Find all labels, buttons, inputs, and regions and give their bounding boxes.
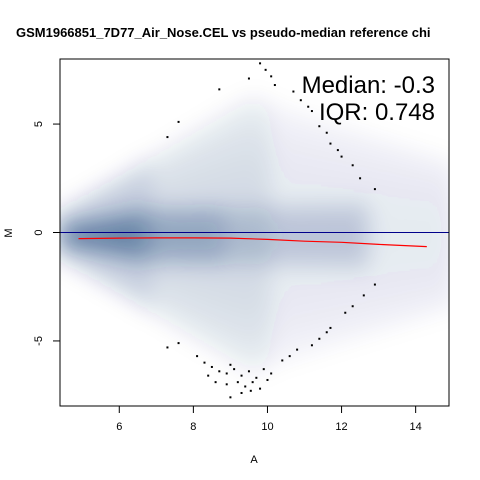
outlier-point: [325, 131, 328, 134]
outlier-point: [225, 383, 228, 386]
outlier-point: [249, 389, 252, 392]
outlier-point: [240, 374, 243, 377]
outlier-point: [270, 372, 273, 375]
loess-curve: [78, 237, 427, 248]
outlier-point: [273, 84, 276, 87]
outlier-point: [296, 348, 299, 351]
x-axis-label: A: [250, 454, 258, 466]
outlier-point: [244, 385, 247, 388]
outlier-point: [351, 164, 354, 167]
outlier-point: [329, 142, 332, 145]
outlier-point: [225, 372, 228, 375]
outlier-point: [262, 368, 265, 371]
outlier-point: [373, 283, 376, 286]
outlier-point: [236, 381, 239, 384]
outlier-point: [310, 344, 313, 347]
iqr-annotation: IQR: 0.748: [319, 99, 435, 126]
x-tick-label: 10: [261, 421, 273, 433]
reference-lines: [60, 232, 449, 248]
outlier-point: [214, 381, 217, 384]
outlier-point: [247, 77, 250, 80]
outlier-point: [292, 90, 295, 93]
x-axis: 6 8 10 12 14: [116, 406, 422, 433]
outlier-point: [362, 294, 365, 297]
y-axis-label: M: [3, 228, 15, 237]
outlier-point: [270, 75, 273, 78]
x-tick-label: 14: [410, 421, 422, 433]
outlier-point: [329, 326, 332, 329]
y-tick-label: 5: [33, 121, 45, 127]
x-tick-label: 8: [190, 421, 196, 433]
outlier-point: [196, 355, 199, 358]
outlier-point: [229, 363, 232, 366]
y-tick-label: 0: [33, 229, 45, 235]
y-axis: -5 0 5: [33, 121, 60, 346]
outlier-point: [259, 62, 262, 65]
chart-title: GSM1966851_7D77_Air_Nose.CEL vs pseudo-m…: [16, 25, 431, 40]
outlier-point: [344, 311, 347, 314]
outlier-point: [218, 370, 221, 373]
outlier-point: [307, 105, 310, 108]
outlier-point: [210, 365, 213, 368]
outlier-point: [318, 125, 321, 128]
outlier-point: [177, 342, 180, 345]
outlier-point: [281, 359, 284, 362]
outlier-point: [247, 370, 250, 373]
x-tick-label: 12: [335, 421, 347, 433]
outlier-point: [166, 346, 169, 349]
outlier-point: [207, 374, 210, 377]
x-tick-label: 6: [116, 421, 122, 433]
density-band: [440, 155, 449, 314]
outlier-point: [259, 387, 262, 390]
outlier-point: [359, 177, 362, 180]
outlier-point: [336, 149, 339, 152]
outlier-point: [255, 376, 258, 379]
outlier-point: [240, 391, 243, 394]
outlier-point: [233, 368, 236, 371]
outlier-point: [203, 361, 206, 364]
outlier-point: [264, 68, 267, 71]
outlier-point: [177, 120, 180, 123]
outlier-point: [318, 337, 321, 340]
outlier-point: [266, 378, 269, 381]
outlier-point: [288, 355, 291, 358]
y-tick-label: -5: [33, 336, 45, 346]
outlier-point: [229, 396, 232, 399]
outlier-points: [166, 62, 376, 399]
outlier-point: [299, 99, 302, 102]
outlier-point: [166, 136, 169, 139]
outlier-point: [340, 155, 343, 158]
outlier-point: [218, 88, 221, 91]
outlier-point: [310, 110, 313, 113]
outlier-point: [251, 381, 254, 384]
density-cloud: [60, 93, 449, 377]
outlier-point: [351, 305, 354, 308]
outlier-point: [325, 331, 328, 334]
outlier-point: [373, 188, 376, 191]
density-core: [348, 199, 373, 273]
median-annotation: Median: -0.3: [302, 72, 435, 99]
